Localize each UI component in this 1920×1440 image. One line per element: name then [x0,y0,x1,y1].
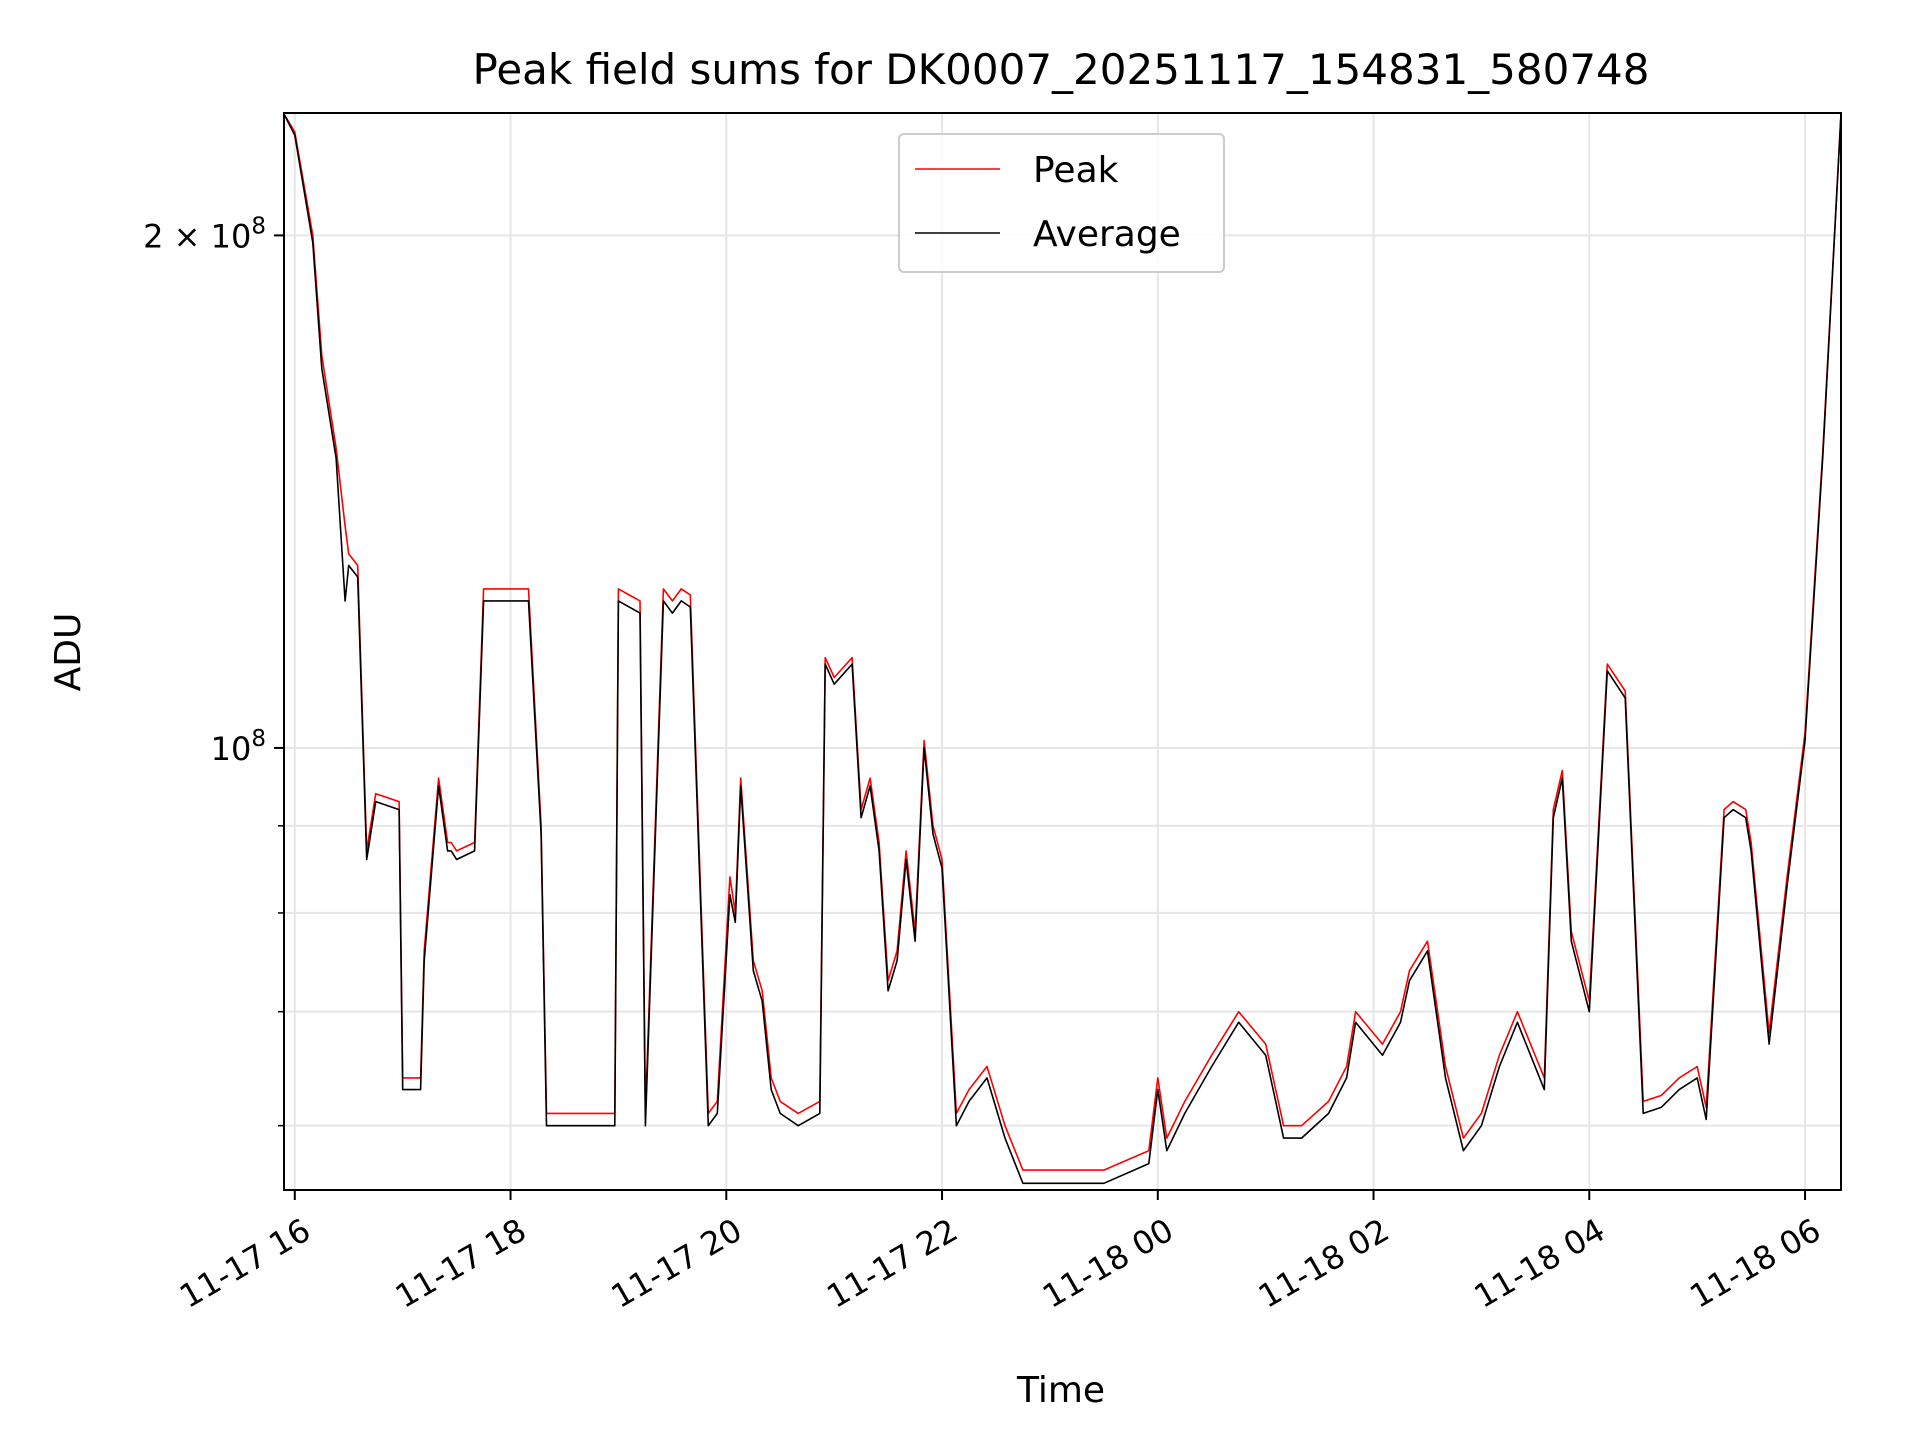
x-axis-label: Time [1016,1370,1105,1411]
series-layer [283,113,1842,1185]
y-axis: 108 2 × 108 [143,213,284,1127]
y-tick-label: 2 × 108 [143,213,266,255]
legend: Peak Average [898,133,1225,273]
legend-label-peak: Peak [1033,150,1119,191]
y-axis-label: ADU [48,613,89,692]
legend-label-average: Average [1033,214,1181,255]
y-tick-label: 108 [211,726,266,768]
series-line-average [283,113,1842,1185]
plot-area-frame [283,112,1842,1191]
chart-title: Peak field sums for DK0007_20251117_1548… [472,45,1649,94]
